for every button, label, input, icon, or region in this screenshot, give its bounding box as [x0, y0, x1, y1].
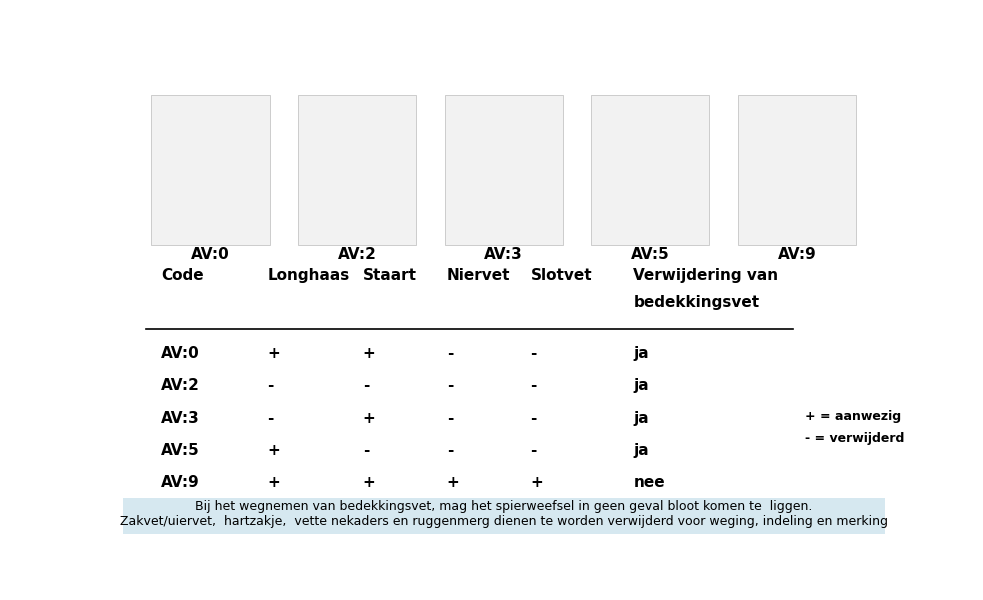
- Text: +: +: [267, 346, 280, 361]
- Text: Slotvet: Slotvet: [531, 268, 592, 283]
- Text: AV:0: AV:0: [191, 247, 230, 262]
- Text: -: -: [267, 410, 274, 425]
- Text: - = verwijderd: - = verwijderd: [805, 432, 904, 445]
- Text: -: -: [531, 346, 537, 361]
- Text: -: -: [267, 378, 274, 393]
- Text: +: +: [363, 346, 376, 361]
- Text: AV:9: AV:9: [778, 247, 817, 262]
- Text: AV:9: AV:9: [161, 475, 200, 490]
- Text: +: +: [446, 475, 459, 490]
- Text: AV:5: AV:5: [161, 443, 200, 458]
- FancyBboxPatch shape: [123, 497, 885, 534]
- Text: Longhaas: Longhaas: [267, 268, 350, 283]
- Text: AV:0: AV:0: [161, 346, 200, 361]
- Text: + = aanwezig: + = aanwezig: [805, 410, 900, 423]
- Text: Niervet: Niervet: [446, 268, 510, 283]
- Text: AV:3: AV:3: [161, 410, 200, 425]
- Text: Verwijdering van: Verwijdering van: [633, 268, 779, 283]
- Text: -: -: [446, 443, 453, 458]
- Text: AV:3: AV:3: [485, 247, 523, 262]
- Text: ja: ja: [633, 378, 649, 393]
- Text: +: +: [267, 475, 280, 490]
- Text: ja: ja: [633, 346, 649, 361]
- FancyBboxPatch shape: [738, 95, 856, 245]
- FancyBboxPatch shape: [298, 95, 416, 245]
- Text: -: -: [531, 410, 537, 425]
- Text: Code: Code: [161, 268, 203, 283]
- Text: +: +: [267, 443, 280, 458]
- Text: Zakvet/uiervet,  hartzakje,  vette nekaders en ruggenmerg dienen te worden verwi: Zakvet/uiervet, hartzakje, vette nekader…: [120, 515, 888, 527]
- Text: -: -: [446, 346, 453, 361]
- Text: bedekkingsvet: bedekkingsvet: [633, 295, 760, 310]
- Text: -: -: [446, 378, 453, 393]
- Text: -: -: [446, 410, 453, 425]
- Text: Staart: Staart: [363, 268, 417, 283]
- Text: AV:2: AV:2: [338, 247, 376, 262]
- Text: +: +: [363, 475, 376, 490]
- FancyBboxPatch shape: [592, 95, 710, 245]
- Text: -: -: [531, 443, 537, 458]
- Text: -: -: [531, 378, 537, 393]
- Text: ja: ja: [633, 443, 649, 458]
- Text: AV:2: AV:2: [161, 378, 200, 393]
- Text: ja: ja: [633, 410, 649, 425]
- Text: +: +: [363, 410, 376, 425]
- Text: -: -: [363, 443, 370, 458]
- FancyBboxPatch shape: [444, 95, 563, 245]
- Text: +: +: [531, 475, 544, 490]
- Text: nee: nee: [633, 475, 665, 490]
- FancyBboxPatch shape: [151, 95, 269, 245]
- Text: Bij het wegnemen van bedekkingsvet, mag het spierweefsel in geen geval bloot kom: Bij het wegnemen van bedekkingsvet, mag …: [195, 500, 813, 513]
- Text: AV:5: AV:5: [631, 247, 669, 262]
- Text: -: -: [363, 378, 370, 393]
